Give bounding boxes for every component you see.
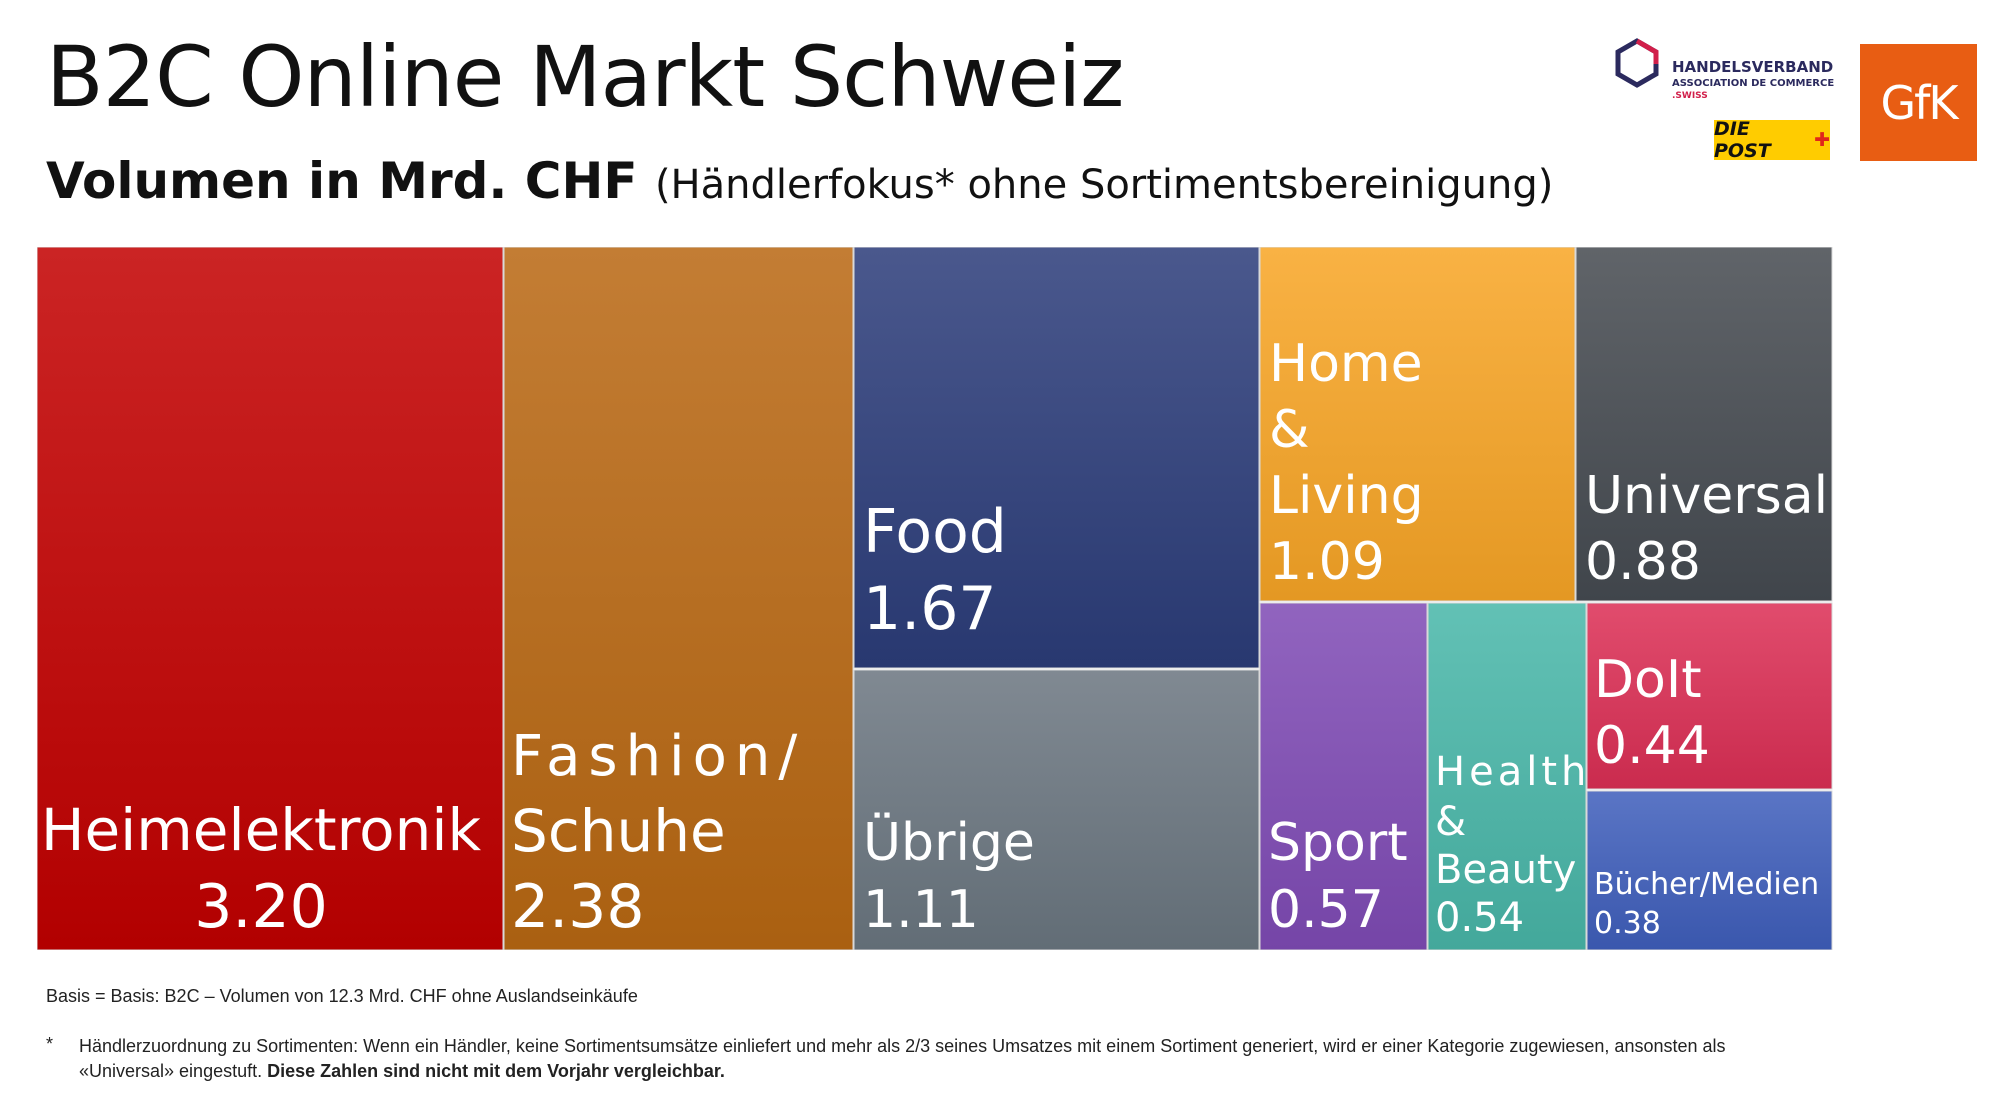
category-label-health-beauty: & [1435,799,1466,845]
category-label-universal: Universal [1585,466,1828,526]
chart-title: B2C Online Markt Schweiz [46,28,1124,126]
tile-heimelektronik: Heimelektronik 3.20 [37,247,504,950]
gfk-logo: GfK [1860,44,1977,161]
category-label-sport: Sport [1268,813,1408,873]
swiss-cross-icon: ✚ [1814,129,1830,151]
die-post-text: DIE POST [1714,118,1771,162]
category-label-food: Food [863,497,1007,567]
footnote-text: Händlerzuordnung zu Sortimenten: Wenn ei… [79,1036,1726,1081]
value-label-universal: 0.88 [1585,532,1701,592]
tile-rect-buecher-medien [1586,790,1833,950]
tile-rect-sport [1259,602,1428,950]
tile-rect-home-living [1259,247,1576,602]
handelsverband-name: HANDELSVERBAND [1672,58,1834,76]
footnote-marker: * [46,1034,54,1054]
value-label-doit: 0.44 [1594,716,1710,776]
handelsverband-hexagon-icon [1615,38,1659,88]
category-label-health-beauty: Health [1435,749,1590,795]
footnote-bold: Diese Zahlen sind nicht mit dem Vorjahr … [267,1061,725,1081]
handelsverband-logo: HANDELSVERBAND ASSOCIATION DE COMMERCE .… [1614,38,1834,104]
category-label-fashion-schuhe: Fashion/ [511,724,805,789]
tile-rect-heimelektronik [37,247,504,950]
tile-buecher-medien: Bücher/Medien 0.38 [1586,790,1833,950]
tile-rect-doit [1586,602,1833,790]
category-label-heimelektronik: Heimelektronik [41,796,482,864]
basis-note: Basis = Basis: B2C – Volumen von 12.3 Mr… [46,986,638,1006]
subtitle-main: Volumen in Mrd. CHF [46,152,638,210]
category-label-doit: DoIt [1594,650,1702,710]
category-label-home-living: Home [1269,334,1423,394]
category-label-uebrige: Übrige [863,812,1035,873]
category-label-buecher-medien: Bücher/Medien [1594,867,1819,902]
tile-sport: Sport 0.57 [1259,602,1428,950]
category-label-health-beauty: Beauty [1435,847,1576,893]
handelsverband-subline: ASSOCIATION DE COMMERCE [1672,78,1835,89]
tile-rect-health-beauty [1427,602,1587,950]
value-label-health-beauty: 0.54 [1435,895,1524,941]
tile-rect-uebrige [853,669,1260,950]
value-label-heimelektronik: 3.20 [194,872,328,942]
value-label-food: 1.67 [863,574,997,644]
tile-rect-universal [1575,247,1833,602]
die-post-logo: DIE POST ✚ [1714,118,1830,162]
category-label-fashion-schuhe: Schuhe [511,797,726,865]
subtitle-qualifier: (Händlerfokus* ohne Sortimentsbereinigun… [654,162,1554,208]
value-label-sport: 0.57 [1268,880,1384,940]
value-label-fashion-schuhe: 2.38 [511,872,645,942]
chart-subtitle: Volumen in Mrd. CHF (Händlerfokus* ohne … [46,152,1553,210]
treemap-chart: Heimelektronik 3.20 Fashion/Schuhe 2.38 Food… [37,247,1833,950]
value-label-buecher-medien: 0.38 [1594,906,1661,941]
tile-uebrige: Übrige 1.11 [853,669,1260,950]
category-label-home-living: & [1269,400,1310,460]
handelsverband-domain: .SWISS [1672,91,1708,101]
footnote: Händlerzuordnung zu Sortimenten: Wenn ei… [79,1034,1819,1084]
tile-rect-fashion-schuhe [503,247,854,950]
category-label-home-living: Living [1269,466,1424,526]
tile-fashion-schuhe: Fashion/Schuhe 2.38 [503,247,854,950]
value-label-home-living: 1.09 [1269,532,1385,592]
value-label-uebrige: 1.11 [863,880,979,940]
tile-rect-food [853,247,1260,669]
